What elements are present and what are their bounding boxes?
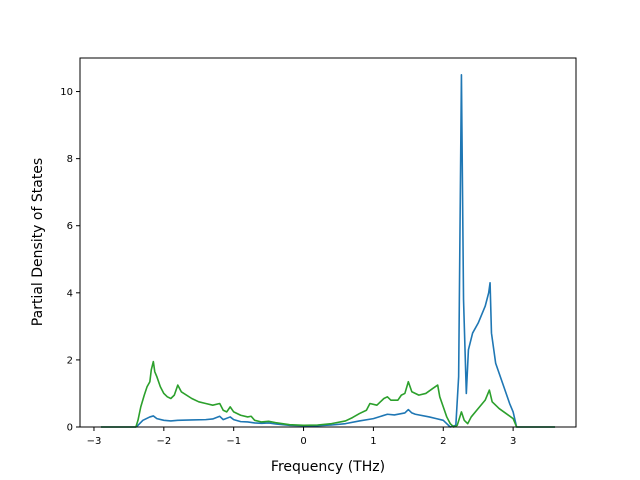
series-line-2: [100, 360, 556, 428]
y-tick-label: 0: [67, 423, 73, 434]
x-axis-ticks: −3 −2 −1 0 1 2 3: [87, 427, 516, 447]
y-tick-label: 8: [67, 154, 73, 165]
y-tick-label: 10: [60, 87, 73, 98]
x-tick-label: −1: [226, 436, 241, 447]
x-tick-label: 2: [440, 436, 446, 447]
y-axis-ticks: 0 2 4 6 8 10: [60, 87, 80, 434]
plot-lines: [100, 73, 556, 428]
x-axis-label: Frequency (THz): [271, 459, 385, 475]
y-tick-label: 6: [67, 221, 73, 232]
x-tick-label: 1: [370, 436, 376, 447]
plot-area-frame: [79, 57, 577, 428]
y-tick-label: 4: [67, 288, 73, 299]
series-line-1: [100, 73, 556, 428]
x-tick-label: 0: [300, 436, 306, 447]
x-tick-label: −2: [156, 436, 171, 447]
x-tick-label: −3: [87, 436, 102, 447]
y-tick-label: 2: [67, 355, 73, 366]
y-axis-label: Partial Density of States: [30, 158, 46, 326]
x-tick-label: 3: [510, 436, 516, 447]
